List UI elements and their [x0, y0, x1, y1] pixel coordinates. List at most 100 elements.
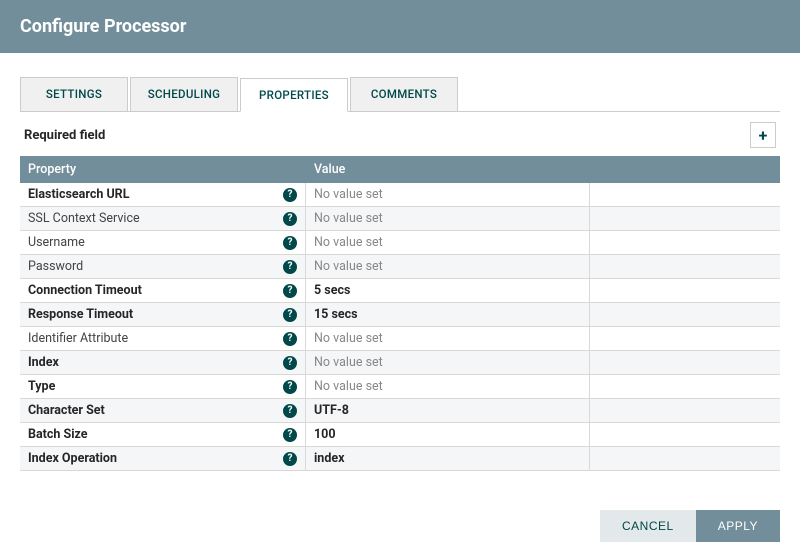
help-icon[interactable]: ? [283, 236, 297, 250]
tab-comments[interactable]: COMMENTS [350, 77, 458, 111]
property-name-cell: Identifier Attribute? [20, 327, 306, 350]
tab-bar: SETTINGSSCHEDULINGPROPERTIESCOMMENTS [20, 77, 780, 112]
property-name-cell: Response Timeout? [20, 303, 306, 326]
property-extra-cell [590, 231, 780, 254]
property-row[interactable]: SSL Context Service? No value set [20, 207, 780, 231]
property-extra-cell [590, 255, 780, 278]
cancel-button[interactable]: CANCEL [600, 510, 696, 542]
property-value-cell[interactable]: 100 [306, 423, 590, 446]
property-row[interactable]: Username? No value set [20, 231, 780, 255]
property-extra-cell [590, 207, 780, 230]
property-extra-cell [590, 375, 780, 398]
property-no-value: No value set [314, 187, 383, 202]
property-value: index [314, 451, 344, 466]
property-name-cell: Username? [20, 231, 306, 254]
property-row[interactable]: Elasticsearch URL? No value set [20, 183, 780, 207]
property-name: Index Operation [28, 451, 117, 466]
tab-settings[interactable]: SETTINGS [20, 77, 128, 111]
property-value-cell[interactable]: No value set [306, 327, 590, 350]
property-row[interactable]: Index? No value set [20, 351, 780, 375]
property-value-cell[interactable]: No value set [306, 351, 590, 374]
property-name: Character Set [28, 403, 105, 418]
property-no-value: No value set [314, 355, 383, 370]
property-value-cell[interactable]: 5 secs [306, 279, 590, 302]
property-name-cell: Password? [20, 255, 306, 278]
property-extra-cell [590, 447, 780, 470]
help-icon[interactable]: ? [283, 188, 297, 202]
property-name-cell: SSL Context Service? [20, 207, 306, 230]
tab-scheduling[interactable]: SCHEDULING [130, 77, 238, 111]
help-icon[interactable]: ? [283, 356, 297, 370]
property-row[interactable]: Batch Size? 100 [20, 423, 780, 447]
required-field-label: Required field [24, 128, 105, 143]
property-name: Identifier Attribute [28, 331, 128, 346]
property-extra-cell [590, 327, 780, 350]
property-name: Batch Size [28, 427, 88, 442]
property-extra-cell [590, 423, 780, 446]
property-extra-cell [590, 399, 780, 422]
property-name: Type [28, 379, 55, 394]
property-name: Index [28, 355, 59, 370]
help-icon[interactable]: ? [283, 212, 297, 226]
tab-properties[interactable]: PROPERTIES [240, 78, 348, 112]
property-no-value: No value set [314, 259, 383, 274]
property-row[interactable]: Character Set? UTF-8 [20, 399, 780, 423]
property-name: Elasticsearch URL [28, 187, 129, 202]
property-name: Username [28, 235, 85, 250]
property-no-value: No value set [314, 379, 383, 394]
property-extra-cell [590, 279, 780, 302]
help-icon[interactable]: ? [283, 284, 297, 298]
property-name: SSL Context Service [28, 211, 140, 226]
help-icon[interactable]: ? [283, 380, 297, 394]
property-no-value: No value set [314, 331, 383, 346]
help-icon[interactable]: ? [283, 452, 297, 466]
property-row[interactable]: Index Operation? index [20, 447, 780, 471]
properties-table-body: Elasticsearch URL?No value setSSL Contex… [20, 183, 780, 471]
property-value: UTF-8 [314, 403, 349, 418]
property-name-cell: Batch Size? [20, 423, 306, 446]
property-value: 15 secs [314, 307, 358, 322]
property-name-cell: Connection Timeout? [20, 279, 306, 302]
property-value-cell[interactable]: UTF-8 [306, 399, 590, 422]
property-name-cell: Index Operation? [20, 447, 306, 470]
column-header-value: Value [306, 156, 780, 183]
property-name: Connection Timeout [28, 283, 142, 298]
dialog-body: SETTINGSSCHEDULINGPROPERTIESCOMMENTS Req… [0, 53, 800, 471]
property-value-cell[interactable]: No value set [306, 231, 590, 254]
property-no-value: No value set [314, 235, 383, 250]
column-header-property: Property [20, 156, 306, 183]
help-icon[interactable]: ? [283, 308, 297, 322]
property-extra-cell [590, 183, 780, 206]
property-value: 5 secs [314, 283, 350, 298]
help-icon[interactable]: ? [283, 260, 297, 274]
property-name: Password [28, 259, 83, 274]
property-row[interactable]: Password? No value set [20, 255, 780, 279]
plus-icon: + [759, 126, 768, 145]
property-row[interactable]: Type? No value set [20, 375, 780, 399]
property-value-cell[interactable]: No value set [306, 183, 590, 206]
help-icon[interactable]: ? [283, 404, 297, 418]
property-value-cell[interactable]: No value set [306, 207, 590, 230]
property-row[interactable]: Response Timeout? 15 secs [20, 303, 780, 327]
property-no-value: No value set [314, 211, 383, 226]
property-value-cell[interactable]: No value set [306, 375, 590, 398]
help-icon[interactable]: ? [283, 428, 297, 442]
property-name: Response Timeout [28, 307, 133, 322]
property-value-cell[interactable]: 15 secs [306, 303, 590, 326]
dialog-footer: CANCEL APPLY [600, 510, 780, 542]
property-name-cell: Character Set? [20, 399, 306, 422]
property-row[interactable]: Connection Timeout? 5 secs [20, 279, 780, 303]
property-row[interactable]: Identifier Attribute? No value set [20, 327, 780, 351]
property-value-cell[interactable]: No value set [306, 255, 590, 278]
properties-subheader: Required field + [20, 112, 780, 156]
property-value-cell[interactable]: index [306, 447, 590, 470]
properties-table-header: Property Value [20, 156, 780, 183]
apply-button[interactable]: APPLY [696, 510, 780, 542]
property-extra-cell [590, 303, 780, 326]
add-property-button[interactable]: + [750, 122, 776, 148]
help-icon[interactable]: ? [283, 332, 297, 346]
property-value: 100 [314, 427, 336, 442]
property-name-cell: Elasticsearch URL? [20, 183, 306, 206]
property-extra-cell [590, 351, 780, 374]
dialog-title: Configure Processor [0, 0, 800, 53]
